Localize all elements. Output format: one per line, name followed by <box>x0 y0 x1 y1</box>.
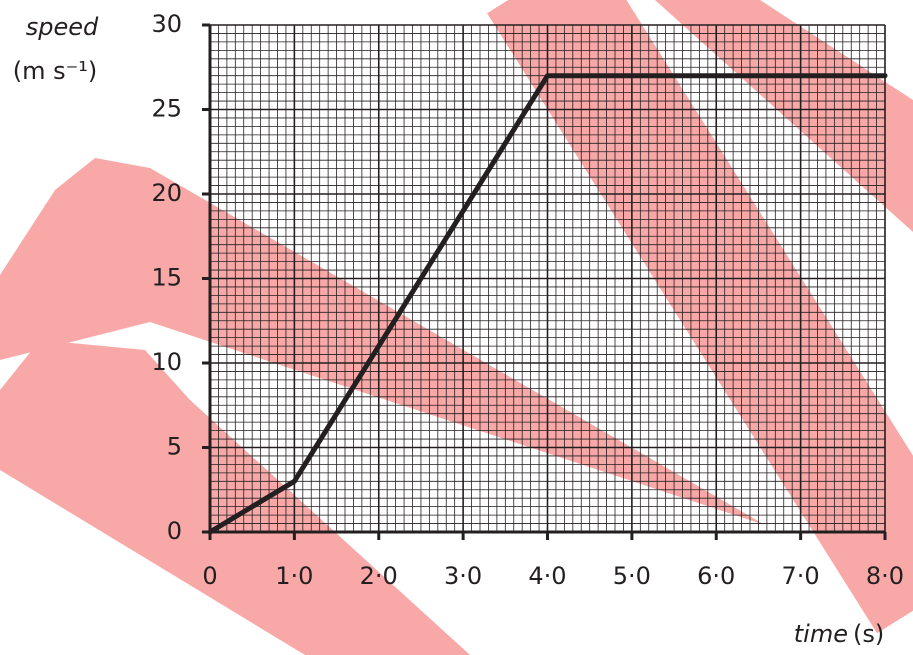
y-axis-label: speed <box>26 13 99 41</box>
y-tick-label: 25 <box>151 95 182 123</box>
y-tick-label: 20 <box>151 179 182 207</box>
x-tick-label: 6·0 <box>697 562 735 590</box>
y-tick-label: 30 <box>151 10 182 38</box>
x-tick-label: 5·0 <box>613 562 651 590</box>
y-tick-label: 5 <box>167 433 182 461</box>
x-axis-label: time <box>794 620 848 648</box>
y-tick-label: 0 <box>167 517 182 545</box>
x-tick-label: 0 <box>202 562 217 590</box>
chart: speed (m s⁻¹) time (s) 0 1·0 2·0 3·0 4·0 5·0 6… <box>0 0 913 655</box>
x-axis-unit: (s) <box>853 620 884 648</box>
y-tick-label: 10 <box>151 348 182 376</box>
x-tick-label: 4·0 <box>528 562 566 590</box>
x-tick-label: 3·0 <box>444 562 482 590</box>
y-axis-unit: (m s⁻¹) <box>13 57 98 85</box>
x-tick-label: 2·0 <box>360 562 398 590</box>
x-tick-label: 8·0 <box>866 562 904 590</box>
x-tick-label: 7·0 <box>782 562 820 590</box>
page: {"chart_data": { "type": "line", "y_labe… <box>0 0 913 655</box>
x-tick-label: 1·0 <box>275 562 313 590</box>
y-tick-label: 15 <box>151 264 182 292</box>
watermark-stripes <box>0 0 913 655</box>
